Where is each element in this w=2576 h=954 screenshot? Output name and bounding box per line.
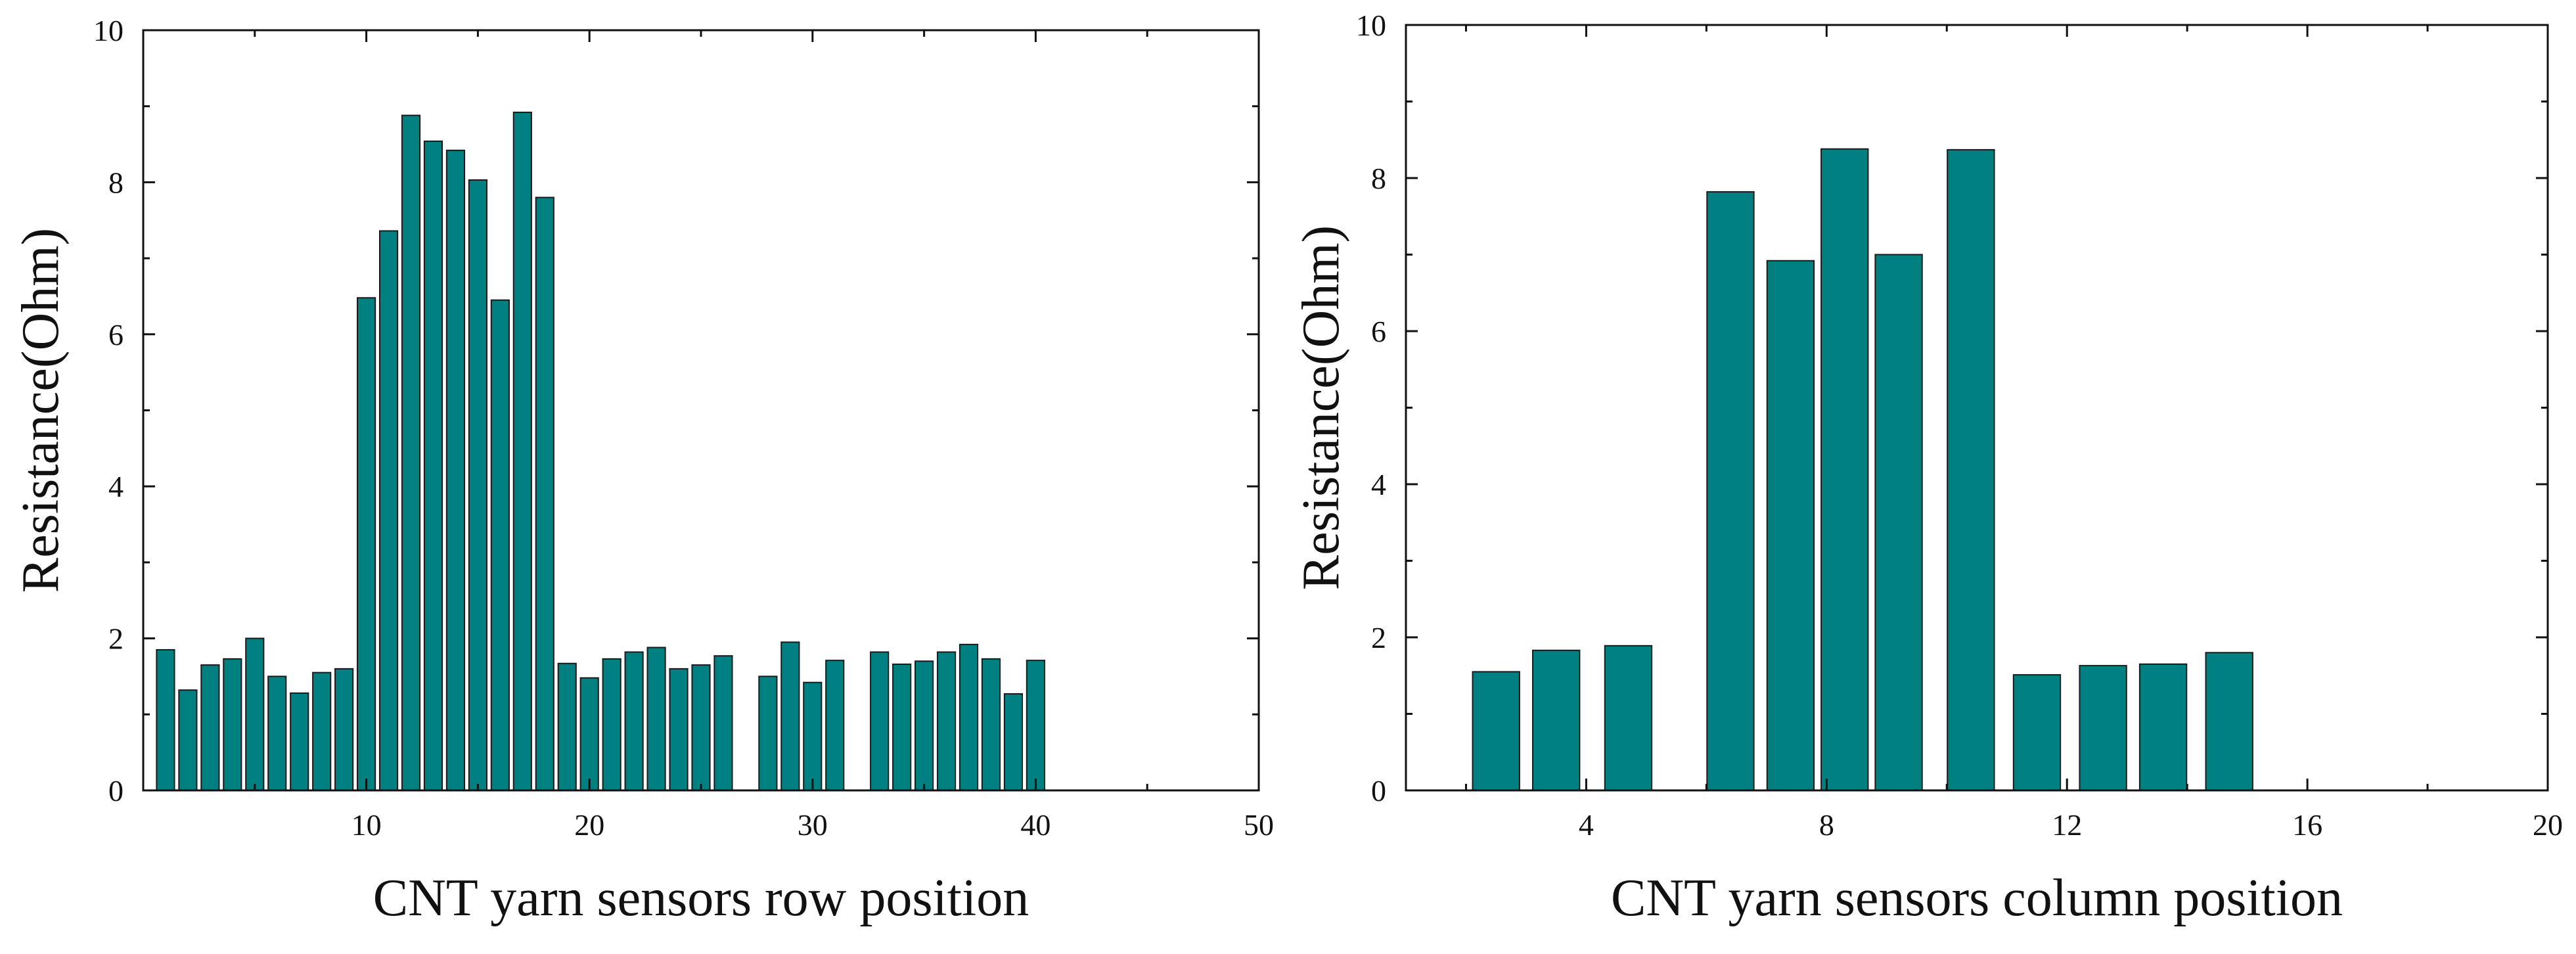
bar [780, 641, 800, 792]
chart-row-position: 0 2 4 6 8 10 10 20 30 40 50 CNT yarn sensors row po… [12, 14, 1274, 927]
x-tick-label: 10 [351, 808, 382, 842]
bar [624, 651, 644, 792]
bar [981, 658, 1001, 791]
bar [713, 655, 733, 791]
bar [2138, 663, 2188, 792]
y-tick-label: 6 [1371, 315, 1386, 348]
bar [1472, 671, 1520, 791]
bar [2012, 674, 2062, 791]
bar [512, 111, 532, 791]
bar [490, 299, 510, 791]
bar [312, 671, 332, 791]
bar [2205, 652, 2253, 791]
bar [1026, 660, 1045, 792]
y-tick-label: 0 [1371, 774, 1386, 807]
chart-column-position: 0 2 4 6 8 10 4 8 12 16 20 CNT yarn sensors column p… [1292, 9, 2563, 927]
bar [535, 196, 554, 792]
bar [959, 643, 979, 792]
bar [915, 660, 934, 791]
x-tick-label: 40 [1020, 808, 1051, 842]
y-tick-label: 8 [1371, 162, 1386, 195]
bar [646, 647, 666, 792]
bar [378, 230, 399, 791]
x-tick-label: 20 [574, 808, 604, 842]
x-tick-label: 50 [1244, 808, 1274, 842]
bar [1874, 254, 1923, 791]
y-tick-label: 2 [1371, 621, 1386, 654]
x-tick-label: 4 [1579, 808, 1594, 842]
bar [1706, 191, 1755, 792]
y-tick-label: 10 [93, 14, 124, 47]
x-tick-label: 12 [2052, 808, 2082, 842]
y-tick-label: 6 [108, 318, 124, 352]
y-tick-label: 4 [1371, 468, 1386, 501]
bar [579, 677, 599, 792]
y-tick-label: 0 [108, 774, 124, 807]
x-tick-label: 30 [798, 808, 828, 842]
bar [892, 663, 912, 791]
bar [870, 651, 890, 792]
bar [178, 689, 198, 791]
bar [557, 662, 577, 791]
bar [1604, 645, 1653, 791]
bar [200, 664, 220, 791]
bar [468, 179, 487, 791]
bar [1947, 148, 1995, 791]
y-axis-title: Resistance(Ohm) [12, 228, 70, 593]
bar [1820, 148, 1869, 792]
bar [825, 660, 845, 792]
bar [290, 692, 309, 792]
x-axis-title: CNT yarn sensors row position [373, 869, 1029, 927]
y-tick-label: 8 [108, 166, 124, 199]
bar [602, 658, 621, 791]
bar [156, 648, 175, 792]
y-tick-label: 10 [1356, 9, 1386, 42]
bar [2079, 665, 2127, 791]
bar [669, 668, 689, 791]
y-tick-label: 2 [108, 622, 124, 656]
bar [245, 637, 265, 791]
bar [445, 149, 466, 791]
x-axis-title: CNT yarn sensors column position [1611, 869, 2343, 927]
bar [691, 664, 711, 791]
x-tick-label: 8 [1819, 808, 1834, 842]
bar [936, 651, 957, 792]
bar [357, 297, 376, 792]
x-tick-label: 20 [2533, 808, 2563, 842]
y-tick-label: 4 [108, 470, 124, 503]
bar [1532, 649, 1581, 791]
bar [803, 681, 823, 792]
bar [334, 668, 354, 791]
bar [758, 675, 778, 791]
bar [401, 114, 421, 792]
bar [223, 658, 242, 791]
x-tick-label: 16 [2292, 808, 2322, 842]
bar [423, 140, 443, 791]
bar [1003, 693, 1024, 792]
bar [267, 675, 287, 791]
bar [1766, 260, 1815, 791]
y-axis-title: Resistance(Ohm) [1292, 225, 1350, 590]
